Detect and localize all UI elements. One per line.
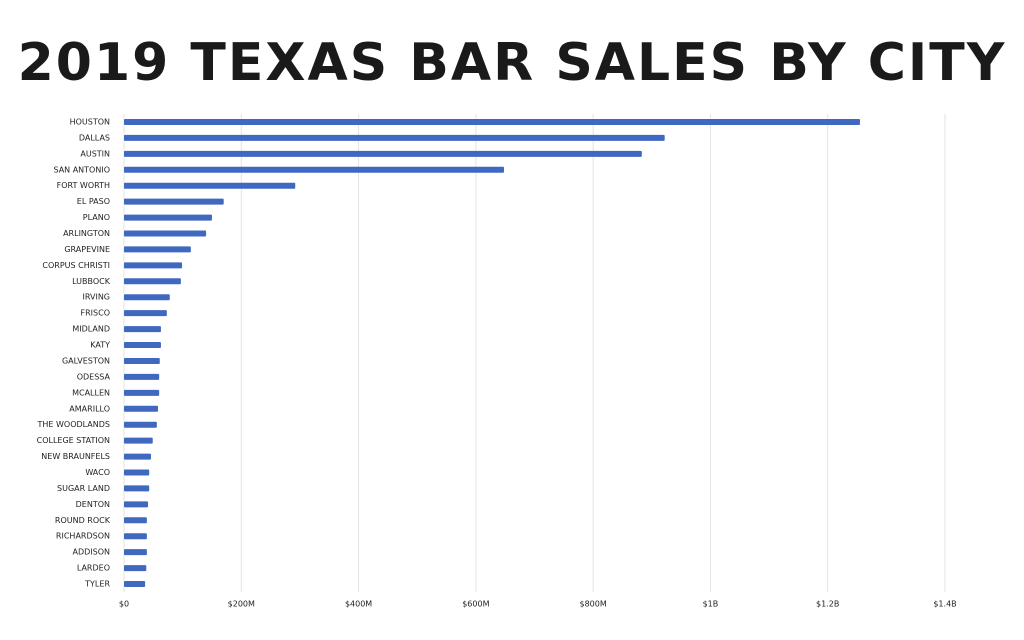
bar xyxy=(124,230,207,237)
bar xyxy=(124,405,159,412)
bar xyxy=(124,182,296,189)
y-tick-label: ROUND ROCK xyxy=(55,516,111,525)
y-tick-label: AUSTIN xyxy=(80,149,110,158)
y-tick-label: THE WOODLANDS xyxy=(37,420,111,429)
bar xyxy=(124,310,167,317)
y-tick-label: SAN ANTONIO xyxy=(53,165,110,174)
bar xyxy=(124,278,181,285)
bar xyxy=(124,501,149,508)
y-tick-label: SUGAR LAND xyxy=(57,484,110,493)
y-tick-label: EL PASO xyxy=(77,197,110,206)
y-tick-label: DENTON xyxy=(76,500,110,509)
bar xyxy=(124,214,212,221)
y-tick-label: CORPUS CHRISTI xyxy=(42,261,110,270)
y-tick-label: IRVING xyxy=(83,293,111,302)
y-tick-label: GRAPEVINE xyxy=(64,245,110,254)
x-tick-label: $1.2B xyxy=(816,600,839,609)
y-tick-label: DALLAS xyxy=(79,133,110,142)
x-tick-label: $200M xyxy=(228,600,255,609)
y-tick-label: GALVESTON xyxy=(62,356,110,365)
x-tick-label: $1.4B xyxy=(933,600,956,609)
bar xyxy=(124,565,147,572)
y-tick-label: FRISCO xyxy=(81,309,110,318)
y-tick-label: RICHARDSON xyxy=(56,532,110,541)
bar xyxy=(124,389,160,396)
x-tick-label: $0 xyxy=(119,600,129,609)
bar xyxy=(124,373,160,380)
bar xyxy=(124,342,161,349)
bar xyxy=(124,357,160,364)
y-tick-label: AMARILLO xyxy=(69,404,110,413)
bar xyxy=(124,262,183,269)
bar xyxy=(124,246,191,253)
y-tick-label: ODESSA xyxy=(77,372,111,381)
y-tick-label: PLANO xyxy=(83,213,110,222)
bar xyxy=(124,198,224,205)
x-tick-label: $600M xyxy=(462,600,489,609)
bar xyxy=(124,453,151,460)
bar xyxy=(124,118,860,125)
y-tick-label: TYLER xyxy=(84,580,110,589)
bar xyxy=(124,150,642,157)
bar xyxy=(124,533,147,540)
y-tick-label: NEW BRAUNFELS xyxy=(41,452,110,461)
bar xyxy=(124,485,150,492)
bar xyxy=(124,549,147,556)
y-tick-label: MCALLEN xyxy=(72,388,110,397)
bar xyxy=(124,421,157,428)
bar xyxy=(124,469,150,476)
y-tick-label: LUBBOCK xyxy=(72,277,111,286)
x-tick-label: $400M xyxy=(345,600,372,609)
bar xyxy=(124,134,665,141)
bar xyxy=(124,294,170,301)
x-tick-label: $1B xyxy=(703,600,719,609)
y-tick-label: MIDLAND xyxy=(72,325,110,334)
y-tick-label: WACO xyxy=(85,468,110,477)
y-tick-label: COLLEGE STATION xyxy=(37,436,110,445)
y-tick-label: ARLINGTON xyxy=(63,229,110,238)
bar xyxy=(124,437,153,444)
y-tick-label: FORT WORTH xyxy=(57,181,110,190)
y-tick-label: KATY xyxy=(90,341,110,350)
bar xyxy=(124,517,147,524)
y-tick-label: LARDEO xyxy=(77,564,110,573)
y-tick-label: ADDISON xyxy=(72,548,110,557)
chart-title: 2019 TEXAS BAR SALES BY CITY xyxy=(18,33,1007,93)
bar xyxy=(124,166,505,173)
bar xyxy=(124,326,161,333)
y-tick-label: HOUSTON xyxy=(70,117,110,126)
x-tick-label: $800M xyxy=(580,600,607,609)
bar xyxy=(124,581,146,588)
